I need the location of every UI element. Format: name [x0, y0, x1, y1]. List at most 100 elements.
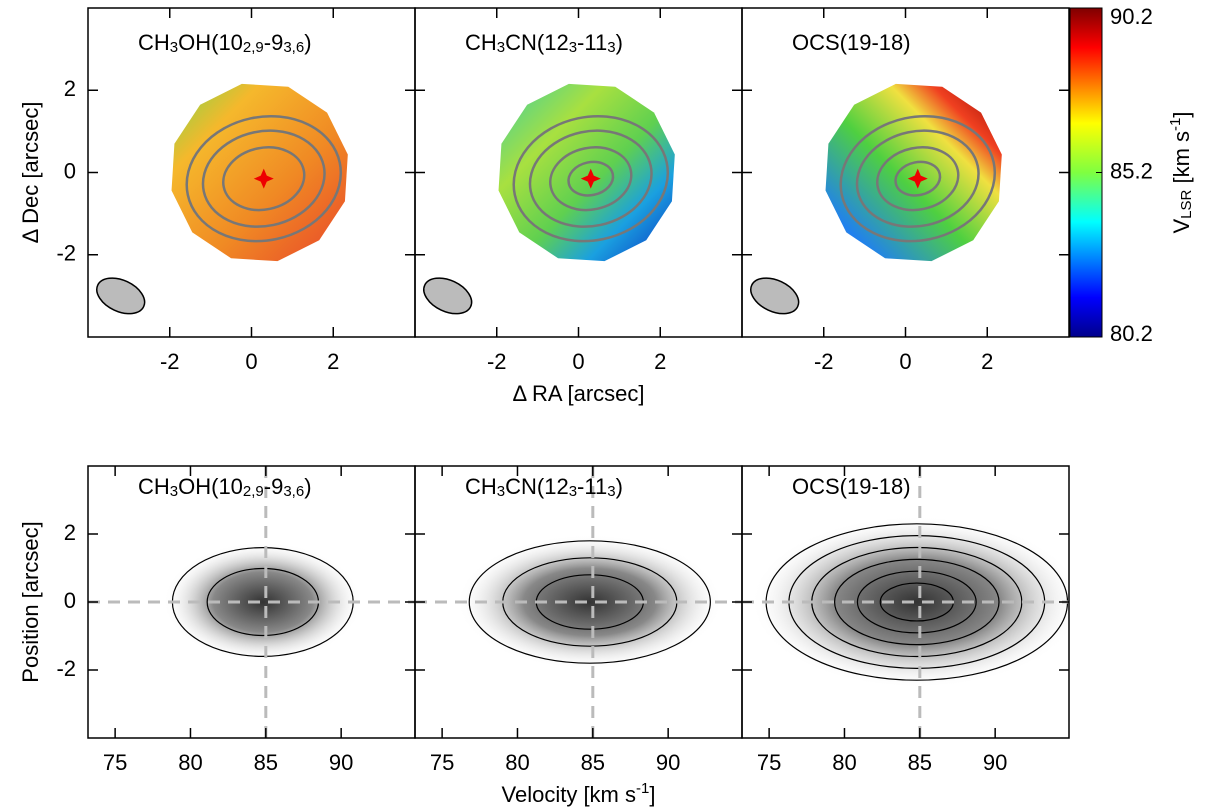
plot-area	[750, 83, 1002, 315]
text-part: -1	[636, 780, 649, 797]
plot-area	[96, 83, 348, 315]
source-marker	[907, 168, 928, 189]
intensity-contour	[201, 129, 326, 228]
y-axis-label: Δ Dec [arcsec]	[18, 102, 43, 244]
x-tick-label: 75	[430, 750, 454, 775]
pv-contour	[856, 570, 977, 634]
text-part: 3	[569, 39, 577, 56]
text-part: )	[616, 30, 623, 55]
velocity-field	[825, 83, 1002, 262]
text-part: 3	[497, 483, 505, 500]
velocity-field	[171, 83, 348, 262]
panel-title: OCS(19-18)	[792, 474, 911, 499]
y-tick-label: -2	[56, 656, 76, 681]
x-tick-label: 0	[572, 349, 584, 374]
x-tick-label: 90	[329, 750, 353, 775]
beam	[96, 277, 146, 315]
pv-contour	[834, 558, 1000, 646]
text-part: 2,9	[243, 39, 264, 56]
x-tick-label: 75	[757, 750, 781, 775]
text-part: OH(10	[178, 474, 243, 499]
intensity-contour	[528, 129, 653, 228]
y-tick-label: 0	[64, 158, 76, 183]
panel-title: CH3OH(102,9-93,6)	[138, 474, 312, 501]
text-part: 3	[170, 483, 178, 500]
text-part: )	[304, 474, 311, 499]
x-tick-label: 80	[832, 750, 856, 775]
text-part: OH(10	[178, 30, 243, 55]
intensity-contour	[855, 129, 980, 228]
intensity-contour	[185, 114, 343, 243]
y-tick-label: -2	[56, 241, 76, 266]
text-part: 3	[569, 483, 577, 500]
x-tick-label: 90	[656, 750, 680, 775]
colorbar-label: VLSR [km s-1]	[1167, 111, 1195, 233]
x-tick-label: -2	[487, 349, 507, 374]
text-part: -9	[264, 30, 284, 55]
text-part: 3	[497, 39, 505, 56]
colorbar-tick-label: 80.2	[1110, 321, 1153, 346]
text-part: CN(12	[505, 30, 569, 55]
intensity-contour	[549, 146, 633, 212]
x-tick-label: 2	[654, 349, 666, 374]
intensity-contour	[876, 146, 960, 212]
velocity-field	[498, 83, 675, 262]
intensity-contour	[839, 114, 997, 243]
intensity-contour	[894, 160, 942, 197]
text-part: CH	[138, 30, 170, 55]
text-part: CH	[138, 474, 170, 499]
text-part: 3	[607, 483, 615, 500]
text-part: V	[1169, 219, 1194, 234]
text-part: [km s	[1169, 131, 1194, 190]
panel-title: CH3CN(123-113)	[465, 474, 623, 501]
panel-title: CH3OH(102,9-93,6)	[138, 30, 312, 57]
y-tick-label: 2	[64, 520, 76, 545]
text-part: CH	[465, 474, 497, 499]
text-part: -11	[577, 474, 607, 499]
pv-emission	[457, 534, 723, 670]
text-part: ]	[1169, 111, 1194, 117]
intensity-contour	[567, 160, 615, 197]
text-part: 3	[170, 39, 178, 56]
plot-area	[415, 466, 742, 738]
text-part: )	[616, 474, 623, 499]
text-part: 3,6	[283, 39, 304, 56]
text-part: OCS(19-18)	[792, 474, 911, 499]
x-axis-label: Velocity [km s-1]	[502, 780, 656, 807]
pv-contour	[468, 540, 711, 664]
x-tick-label: 80	[505, 750, 529, 775]
plot-area	[742, 466, 1069, 738]
text-part: 2,9	[243, 483, 264, 500]
text-part: OCS(19-18)	[792, 30, 911, 55]
x-tick-label: -2	[160, 349, 180, 374]
x-tick-label: 85	[254, 750, 278, 775]
y-tick-label: 0	[64, 588, 76, 613]
text-part: LSR	[1178, 189, 1195, 218]
text-part: Velocity [km s	[502, 782, 636, 807]
intensity-contour	[512, 114, 670, 243]
x-tick-label: 90	[983, 750, 1007, 775]
x-tick-label: 75	[103, 750, 127, 775]
text-part: -9	[264, 474, 284, 499]
intensity-contour	[222, 146, 306, 212]
text-part: 3,6	[283, 483, 304, 500]
text-part: CH	[465, 30, 497, 55]
text-part: 3	[607, 39, 615, 56]
colorbar-tick-label: 85.2	[1110, 158, 1153, 183]
x-tick-label: -2	[814, 349, 834, 374]
text-part: CN(12	[505, 474, 569, 499]
source-marker	[253, 168, 274, 189]
text-part: ]	[649, 782, 655, 807]
text-part: )	[304, 30, 311, 55]
x-tick-label: 0	[245, 349, 257, 374]
y-tick-label: 2	[64, 76, 76, 101]
colorbar-tick-label: 90.2	[1110, 4, 1153, 29]
y-axis-label: Position [arcsec]	[18, 521, 43, 682]
x-tick-label: 2	[981, 349, 993, 374]
text-part: -11	[577, 30, 607, 55]
x-axis-label: Δ RA [arcsec]	[512, 381, 644, 406]
beam	[750, 277, 800, 315]
x-tick-label: 85	[581, 750, 605, 775]
plot-area	[423, 83, 675, 315]
